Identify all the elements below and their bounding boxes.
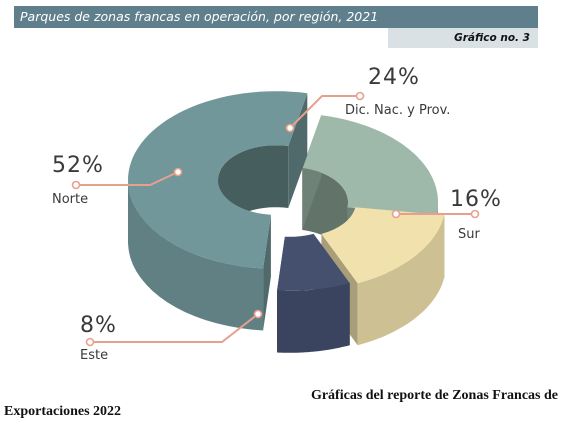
slice-este-outer-wall: [277, 283, 350, 353]
leader-dot-dic-nac-y-prov: [285, 123, 295, 133]
slice-norte-end-cap: [263, 214, 271, 331]
leader-dot-dic-nac-y-prov: [355, 91, 365, 101]
leader-dot-norte: [173, 167, 183, 177]
leader-line-dic-nac-y-prov: [289, 95, 360, 129]
value-label-norte: 52%: [52, 153, 104, 178]
slice-sur: [321, 207, 445, 284]
slice-norte-inner-wall: [218, 145, 289, 243]
value-label-dic-nac-y-prov: 24%: [368, 65, 420, 90]
slice-sur-outer-wall: [357, 215, 445, 346]
source-caption-line-1: Gráficas del reporte de Zonas Francas de: [310, 388, 558, 403]
category-label-dic-nac-y-prov: Dic. Nac. y Prov.: [345, 103, 450, 118]
leader-dot-sur: [391, 209, 401, 219]
leader-dot-este: [85, 337, 95, 347]
chart-title: Parques de zonas francas en operación, p…: [14, 6, 538, 28]
slice-norte-end-cap: [288, 93, 308, 208]
value-label-sur: 16%: [450, 187, 502, 212]
source-caption-line-2: Exportaciones 2022: [4, 404, 122, 419]
slice-dic-nac-y-prov: [302, 115, 438, 216]
chart-number-tag: Gráfico no. 3: [388, 28, 538, 48]
value-label-este: 8%: [80, 313, 117, 338]
category-label-norte: Norte: [52, 192, 88, 207]
leader-dot-norte: [71, 180, 81, 190]
slice-norte-outer-wall: [128, 181, 264, 331]
slice-norte: [128, 91, 308, 269]
leader-dot-este: [253, 309, 263, 319]
category-label-este: Este: [80, 348, 108, 363]
leader-line-norte: [76, 171, 179, 186]
category-label-sur: Sur: [458, 227, 480, 242]
leader-line-este: [90, 313, 259, 343]
slice-este: [277, 233, 350, 291]
chart-header: Parques de zonas francas en operación, p…: [14, 6, 538, 48]
leader-dot-sur: [470, 209, 480, 219]
